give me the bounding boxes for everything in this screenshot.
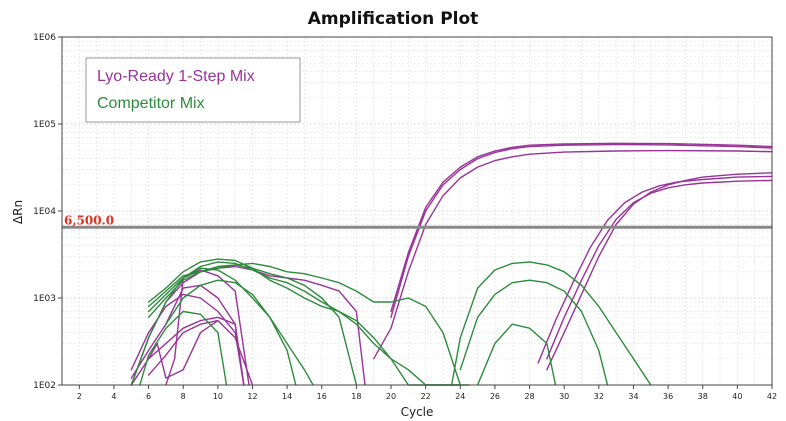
x-tick-label: 6 bbox=[146, 392, 151, 401]
x-tick-label: 2 bbox=[77, 392, 82, 401]
threshold: 6,500.0 bbox=[62, 213, 772, 229]
series-line-lyo-ready-1-step-mix-1 bbox=[390, 142, 773, 313]
series-layer bbox=[130, 142, 773, 386]
x-tick-label: 24 bbox=[455, 392, 465, 401]
x-tick-label: 26 bbox=[490, 392, 500, 401]
x-tick-label: 22 bbox=[421, 392, 431, 401]
x-axis-label: Cycle bbox=[401, 405, 434, 419]
y-tick-label: 1E02 bbox=[33, 381, 56, 391]
series-line-lyo-ready-1-step-mix-2 bbox=[373, 149, 773, 360]
x-tick-label: 34 bbox=[628, 392, 638, 401]
x-tick-label: 42 bbox=[767, 392, 777, 401]
x-tick-label: 28 bbox=[524, 392, 534, 401]
y-axis-label: ΔRn bbox=[11, 200, 25, 224]
x-tick-label: 40 bbox=[732, 392, 742, 401]
x-tick-label: 14 bbox=[282, 392, 292, 401]
x-tick-label: 12 bbox=[247, 392, 257, 401]
x-tick-label: 36 bbox=[663, 392, 673, 401]
legend-entry-lyo-ready: Lyo-Ready 1-Step Mix bbox=[97, 68, 255, 85]
legend: Lyo-Ready 1-Step Mix Competitor Mix bbox=[85, 57, 301, 123]
series-line-competitor-mix-20 bbox=[459, 279, 609, 386]
x-tick-label: 32 bbox=[594, 392, 604, 401]
x-tick-label: 18 bbox=[351, 392, 361, 401]
x-tick-label: 4 bbox=[111, 392, 116, 401]
series-line-competitor-mix-14 bbox=[147, 261, 461, 386]
series-line-lyo-ready-1-step-mix-10 bbox=[147, 316, 245, 386]
x-tick-label: 16 bbox=[317, 392, 327, 401]
y-tick-label: 1E06 bbox=[33, 33, 56, 43]
x-tick-label: 30 bbox=[559, 392, 569, 401]
y-tick-label: 1E05 bbox=[33, 120, 56, 130]
x-tick-label: 10 bbox=[213, 392, 223, 401]
series-line-competitor-mix-22 bbox=[139, 310, 228, 386]
series-line-lyo-ready-1-step-mix-11 bbox=[165, 269, 250, 386]
series-line-lyo-ready-1-step-mix-0 bbox=[390, 143, 773, 318]
series-line-lyo-ready-1-step-mix-4 bbox=[537, 175, 773, 364]
threshold-label: 6,500.0 bbox=[64, 213, 114, 227]
series-line-competitor-mix-17 bbox=[147, 264, 358, 386]
x-tick-label: 20 bbox=[386, 392, 396, 401]
x-axis-ticks: 2 4 6 8 10 12 14 16 18 20 22 24 26 28 30 32 34 36 38 40 42 bbox=[77, 385, 777, 401]
series-line-lyo-ready-1-step-mix-8 bbox=[130, 284, 245, 386]
y-tick-label: 1E03 bbox=[33, 294, 56, 304]
x-tick-label: 38 bbox=[698, 392, 708, 401]
series-line-lyo-ready-1-step-mix-7 bbox=[130, 293, 245, 386]
legend-box bbox=[85, 57, 301, 123]
y-tick-label: 1E04 bbox=[33, 207, 56, 217]
series-line-competitor-mix-18 bbox=[165, 279, 297, 386]
chart-title: Amplification Plot bbox=[308, 9, 479, 29]
series-line-competitor-mix-19 bbox=[450, 261, 652, 386]
series-line-lyo-ready-1-step-mix-5 bbox=[546, 172, 773, 371]
series-line-competitor-mix-15 bbox=[130, 267, 314, 386]
series-line-competitor-mix-21 bbox=[476, 323, 557, 386]
legend-entry-competitor: Competitor Mix bbox=[97, 95, 205, 112]
series-line-lyo-ready-1-step-mix-9 bbox=[147, 319, 254, 386]
y-axis-ticks: 1E02 1E03 1E04 1E05 1E06 bbox=[33, 33, 62, 391]
x-tick-label: 8 bbox=[181, 392, 186, 401]
series-line-lyo-ready-1-step-mix-12 bbox=[130, 319, 219, 386]
